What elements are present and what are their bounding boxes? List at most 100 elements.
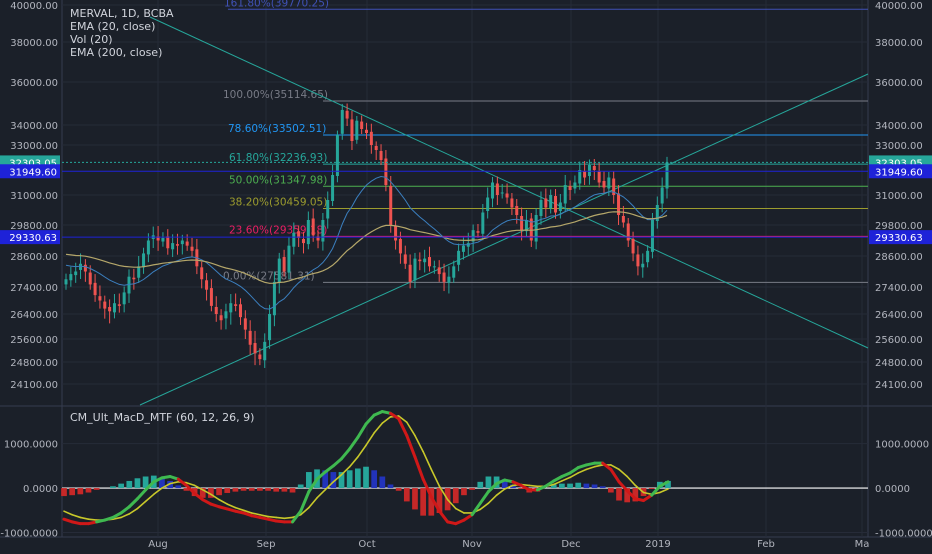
candle-body [287, 245, 291, 273]
candle-body [83, 264, 87, 272]
macd-signal-line [71, 513, 82, 519]
macd-signal-line [618, 468, 628, 478]
macd-signal-line [406, 421, 416, 437]
macd-signal-line [381, 416, 392, 424]
macd-histogram-bar [142, 476, 149, 489]
price-tick-label-left: 24100.00 [10, 380, 58, 391]
macd-histogram-bar [501, 479, 508, 489]
candle-body [563, 185, 567, 204]
macd-line [437, 509, 450, 524]
macd-histogram-bar [559, 483, 565, 489]
candle-body [350, 119, 354, 141]
macd-histogram-bar [126, 480, 133, 489]
candle-body [573, 182, 577, 189]
candle-body [515, 206, 519, 215]
macd-histogram-bar [240, 488, 247, 491]
fib-level-label: 50.00%(31347.98) [229, 174, 327, 186]
macd-signal-line [332, 473, 343, 483]
time-tick-label: Nov [462, 539, 482, 550]
macd-histogram-bar [550, 484, 557, 489]
price-tick-label-left: 28600.00 [10, 252, 58, 263]
macd-line [119, 505, 131, 515]
time-tick-label: Feb [757, 539, 775, 550]
macd-histogram-bar [461, 488, 467, 496]
macd-signal-line [569, 472, 580, 479]
candle-body [423, 258, 427, 263]
fib-level-label: 23.60%(29359.18) [229, 224, 327, 236]
candle-body [505, 193, 509, 198]
price-tag-label-left: 29330.63 [9, 233, 57, 244]
macd-histogram-bar [110, 486, 116, 489]
macd-histogram-bar [632, 488, 639, 502]
candle-body [253, 343, 257, 354]
macd-signal-line [495, 488, 506, 496]
macd-signal-line [561, 476, 571, 482]
candle-body [345, 110, 349, 119]
macd-signal-line [79, 516, 90, 521]
macd-histogram-bar [395, 488, 402, 491]
candle-body [491, 182, 495, 199]
macd-signal-line [136, 500, 147, 510]
price-tick-label-right: 26400.00 [875, 310, 923, 321]
macd-line [617, 480, 629, 493]
macd-signal-line [414, 434, 424, 453]
macd-histogram-bar [616, 488, 622, 501]
legend-volume[interactable]: Vol (20) [70, 33, 113, 46]
macd-histogram-bar [77, 488, 84, 495]
macd-signal-line [128, 507, 139, 515]
candle-body [457, 250, 461, 265]
candle-body [534, 215, 538, 242]
macd-legend: CM_Ult_MacD_MTF (60, 12, 26, 9) [70, 411, 254, 424]
candle-body [263, 341, 267, 361]
macd-histogram-bar [575, 482, 582, 489]
macd-line [552, 475, 564, 483]
macd-histogram-bar [599, 486, 606, 489]
legend-symbol[interactable]: MERVAL, 1D, BCBA [70, 7, 174, 20]
candle-body [127, 276, 131, 294]
macd-tick-label-right: 0.0000 [875, 484, 910, 495]
price-tick-label-right: 24100.00 [875, 380, 923, 391]
macd-title[interactable]: CM_Ult_MacD_MTF (60, 12, 26, 9) [70, 411, 255, 424]
trendline-up [139, 73, 869, 406]
fib-level-label: 100.00%(35114.65) [223, 89, 328, 101]
macd-histogram-bar [216, 488, 222, 496]
legend-ema20[interactable]: EMA (20, close) [70, 20, 156, 33]
candle-body [481, 212, 485, 234]
candle-body [452, 266, 456, 278]
candle-body [200, 267, 204, 280]
macd-histogram-bar [208, 488, 214, 498]
price-tick-label-left: 33000.00 [10, 141, 58, 152]
candle-body [617, 193, 621, 215]
macd-histogram-bar [510, 484, 516, 489]
macd-line [348, 435, 360, 451]
macd-line [193, 491, 205, 502]
candle-body [219, 315, 223, 321]
candle-body [394, 226, 398, 241]
macd-signal-line [626, 475, 637, 487]
candle-body [544, 198, 548, 208]
candle-body [108, 306, 112, 312]
macd-signal-line [275, 516, 286, 520]
macd-tick-label-left: 1000.0000 [4, 440, 58, 451]
candle-body [471, 230, 475, 242]
macd-signal-line [324, 481, 335, 491]
macd-signal-line [659, 488, 669, 494]
price-tag-left [0, 164, 60, 179]
macd-histogram-bar [273, 488, 280, 492]
candle-body [554, 196, 558, 213]
candle-body [161, 237, 165, 242]
price-tick-label-right: 38000.00 [875, 38, 923, 49]
candle-body [549, 195, 553, 209]
price-tick-label-right: 28600.00 [875, 252, 923, 263]
price-tag-right [869, 164, 932, 179]
price-tick-label-left: 26400.00 [10, 310, 58, 321]
candle-body [476, 231, 480, 233]
macd-signal-line [430, 468, 441, 488]
macd-signal-line [365, 432, 375, 447]
macd-line [544, 479, 556, 488]
macd-histogram-bar [224, 488, 231, 493]
macd-signal-line [454, 507, 465, 514]
legend-ema200[interactable]: EMA (200, close) [70, 46, 163, 59]
macd-line [658, 480, 670, 488]
macd-signal-line [169, 481, 180, 485]
